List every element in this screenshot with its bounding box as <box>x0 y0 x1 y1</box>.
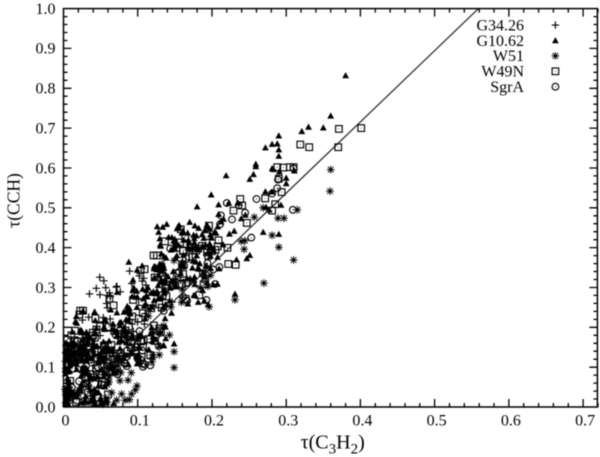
svg-text:0.3: 0.3 <box>278 413 298 430</box>
svg-text:τ(C3H2): τ(C3H2) <box>301 432 365 457</box>
svg-text:SgrA: SgrA <box>490 79 524 96</box>
svg-text:G10.62: G10.62 <box>476 33 524 50</box>
svg-text:0.5: 0.5 <box>427 413 447 430</box>
svg-text:W49N: W49N <box>481 64 524 81</box>
svg-text:0.8: 0.8 <box>36 81 56 98</box>
svg-text:1.0: 1.0 <box>36 1 56 18</box>
svg-text:0.1: 0.1 <box>130 413 150 430</box>
svg-text:0.7: 0.7 <box>575 413 595 430</box>
svg-text:0.9: 0.9 <box>36 41 56 58</box>
svg-text:G34.26: G34.26 <box>476 17 524 34</box>
svg-text:0: 0 <box>62 413 70 430</box>
svg-text:0.3: 0.3 <box>36 280 56 297</box>
svg-text:0.6: 0.6 <box>36 160 56 177</box>
svg-text:0.1: 0.1 <box>36 360 56 377</box>
svg-text:0.5: 0.5 <box>36 200 56 217</box>
svg-text:0.7: 0.7 <box>36 120 56 137</box>
svg-text:0.2: 0.2 <box>36 320 56 337</box>
svg-text:0.4: 0.4 <box>36 240 56 257</box>
svg-text:0.6: 0.6 <box>501 413 521 430</box>
svg-text:0.4: 0.4 <box>352 413 372 430</box>
svg-text:0.0: 0.0 <box>36 399 56 416</box>
svg-text:0.2: 0.2 <box>204 413 224 430</box>
svg-text:τ(CCH): τ(CCH) <box>4 173 24 228</box>
svg-text:W51: W51 <box>493 48 524 65</box>
